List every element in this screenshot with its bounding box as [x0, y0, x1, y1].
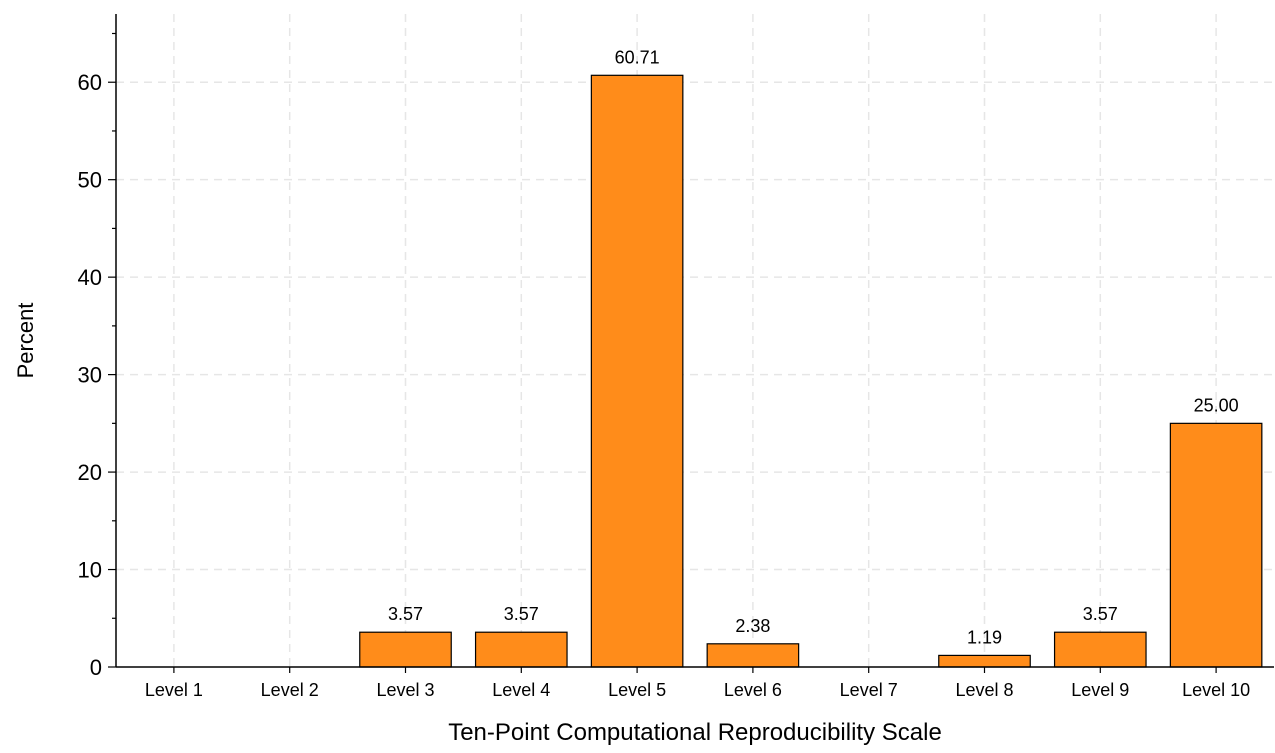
axes [115, 14, 1274, 668]
y-tick-label: 60 [78, 70, 102, 95]
y-tick-label: 50 [78, 168, 102, 193]
y-axis-title: Percent [13, 303, 38, 379]
x-tick-label: Level 6 [724, 680, 782, 700]
bar [706, 643, 800, 668]
data-labels: 3.57 3.57 60.71 2.38 1.19 3.57 25.00 [388, 47, 1239, 647]
data-label: 3.57 [388, 604, 423, 624]
y-tick-label: 20 [78, 460, 102, 485]
x-axis-title: Ten-Point Computational Reproducibility … [448, 719, 942, 746]
y-tick-label: 30 [78, 363, 102, 388]
x-tick-label: Level 4 [492, 680, 550, 700]
x-tick-label: Level 9 [1071, 680, 1129, 700]
bar [1053, 631, 1147, 668]
x-tick-label: Level 7 [840, 680, 898, 700]
x-tick-label: Level 10 [1182, 680, 1250, 700]
data-label: 60.71 [615, 47, 660, 67]
bar [474, 631, 568, 668]
data-label: 1.19 [967, 627, 1002, 647]
x-tick-label: Level 5 [608, 680, 666, 700]
data-label: 2.38 [735, 616, 770, 636]
bar [590, 74, 684, 668]
y-tick-label: 40 [78, 265, 102, 290]
y-tick-label: 0 [90, 655, 102, 680]
x-tick-label: Level 1 [145, 680, 203, 700]
bars [359, 74, 1263, 668]
x-tick-label: Level 3 [376, 680, 434, 700]
x-tick-label: Level 8 [955, 680, 1013, 700]
x-ticks: Level 1 Level 2 Level 3 Level 4 Level 5 Level… [145, 667, 1250, 700]
data-label: 25.00 [1194, 395, 1239, 415]
y-tick-label: 10 [78, 558, 102, 583]
x-tick-label: Level 2 [261, 680, 319, 700]
data-label: 3.57 [504, 604, 539, 624]
y-ticks: 0 10 20 30 40 50 60 [78, 32, 116, 680]
grid [116, 14, 1274, 667]
bar [938, 654, 1031, 668]
data-label: 3.57 [1083, 604, 1118, 624]
bar [1169, 422, 1263, 668]
bar [359, 631, 452, 668]
